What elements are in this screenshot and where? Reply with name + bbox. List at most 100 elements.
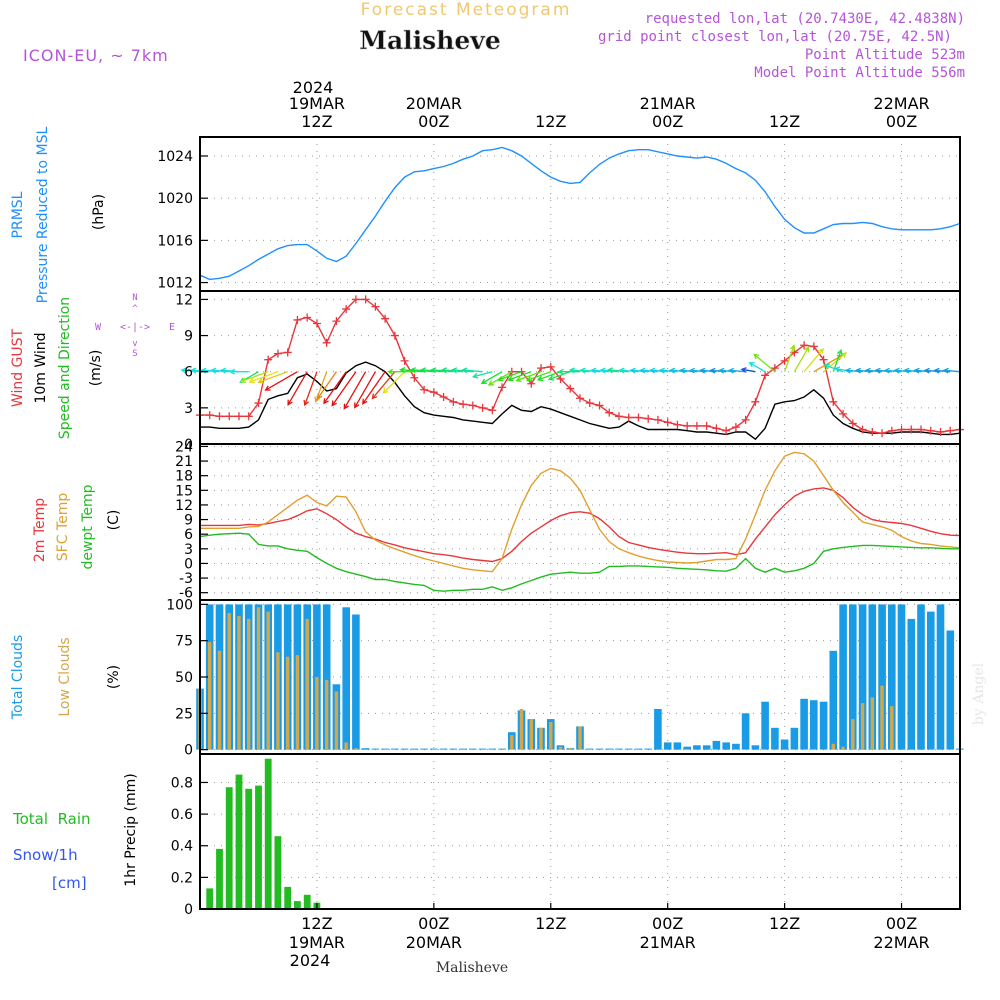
rain-bar	[255, 785, 262, 909]
prmsl-label: PRMSL	[10, 191, 26, 238]
wind-direction-arrow	[699, 367, 717, 374]
total-cloud-bar	[693, 745, 701, 750]
total-cloud-bar	[878, 604, 886, 750]
total-cloud-bar	[897, 604, 906, 750]
top-year-label: 2024	[293, 78, 334, 97]
total-cloud-bar	[810, 700, 818, 750]
total-cloud-bar	[722, 742, 730, 750]
cloud-panel	[196, 604, 964, 750]
total-cloud-bar	[800, 698, 808, 750]
y-tick-label: 0	[184, 902, 193, 918]
gust-marker	[897, 425, 906, 434]
y-tick-label: 50	[175, 670, 193, 686]
gust-marker	[809, 342, 818, 351]
total-cloud-bar	[439, 748, 448, 750]
product-title: Forecast Meteogram	[361, 0, 572, 20]
wind-direction-arrow	[874, 367, 892, 374]
wind-direction-arrow	[387, 368, 415, 375]
total-cloud-bar	[888, 604, 896, 750]
gust-marker	[361, 295, 370, 304]
wind-gust-series	[200, 298, 961, 434]
gust-marker	[293, 315, 302, 324]
low-cloud-bar	[305, 618, 309, 750]
wind-direction-arrow	[883, 367, 902, 374]
total-cloud-bar	[459, 748, 467, 750]
top-time-label: 12Z	[769, 112, 800, 131]
precip-panel	[206, 758, 321, 909]
total-cloud-bar	[946, 630, 955, 750]
low-cloud-bar	[568, 748, 572, 750]
gust-marker	[488, 406, 497, 415]
wind-direction-arrow	[507, 371, 532, 382]
grid-layer	[200, 137, 960, 910]
gust-marker	[858, 425, 867, 434]
gust-marker	[819, 355, 828, 364]
gust-marker	[644, 414, 653, 423]
total-clouds-label: Total Clouds	[10, 635, 26, 720]
wind-direction-arrow	[180, 367, 201, 374]
gust-marker	[449, 397, 458, 406]
low-cloud-bar	[237, 616, 241, 750]
wind-direction-arrow	[679, 367, 697, 374]
rain-bar	[284, 886, 292, 909]
bottom-time-label: 12Z	[535, 914, 566, 933]
gust-marker	[390, 331, 399, 340]
requested-coords: requested lon,lat (20.7430E, 42.4838N)	[645, 11, 965, 27]
cloud-labels: Total Clouds Low Clouds (%)	[10, 635, 122, 720]
y-tick-label: 3	[184, 542, 193, 558]
gust-marker	[234, 412, 243, 421]
low-cloud-bar	[295, 655, 300, 750]
gust-marker	[907, 425, 916, 434]
t2m-series	[200, 487, 961, 563]
y-tick-label: 15	[175, 483, 193, 499]
gust-marker	[244, 412, 253, 421]
rain-bar	[235, 774, 243, 909]
gust-marker	[605, 408, 614, 417]
gust-marker	[887, 426, 896, 435]
wind-direction-arrow	[210, 367, 230, 374]
compass-e-label: E	[169, 322, 175, 333]
gust-marker	[410, 373, 419, 382]
gust-marker	[585, 399, 594, 408]
y-tick-label: 3	[184, 401, 193, 417]
gust-marker	[614, 412, 623, 421]
compass-down-arrow: v	[132, 339, 137, 349]
low-cloud-bar	[286, 656, 290, 750]
bottom-time-label: 21MAR	[640, 933, 696, 952]
gust-marker	[351, 295, 360, 304]
low-cloud-bar	[841, 746, 845, 750]
wind-direction-arrow	[557, 368, 580, 375]
gust-marker	[868, 427, 877, 436]
compass-w-label: W	[95, 322, 102, 333]
wind-direction-arrow	[668, 367, 688, 374]
top-time-label: 22MAR	[873, 94, 929, 113]
gust-marker	[829, 397, 838, 406]
wind-direction-arrow	[548, 371, 571, 381]
wind-direction-arrow	[942, 367, 961, 374]
gust-marker	[800, 341, 809, 350]
gust-marker	[770, 364, 779, 373]
gust-marker	[673, 420, 682, 429]
wind-direction-arrow	[323, 371, 347, 405]
total-cloud-bar	[849, 604, 857, 750]
gust-marker	[663, 418, 672, 427]
gust-marker	[322, 338, 331, 347]
rain-bar	[225, 787, 233, 909]
total-cloud-bar	[790, 727, 799, 750]
gust-marker	[595, 401, 604, 410]
total-cloud-bar	[381, 748, 389, 750]
total-cloud-bar	[420, 748, 428, 750]
total-cloud-bar	[352, 614, 360, 750]
total-cloud-bar	[780, 739, 789, 750]
wind-direction-arrow	[480, 371, 503, 384]
location-title: Malisheve	[359, 26, 500, 55]
y-tick-label: 1024	[157, 149, 193, 165]
low-cloud-bar	[247, 618, 251, 750]
low-cloud-bar	[831, 743, 835, 750]
wind-direction-arrow	[568, 367, 590, 374]
top-time-label: 00Z	[886, 112, 917, 131]
temperature-frame	[199, 443, 961, 601]
total-cloud-bar	[469, 748, 477, 750]
y-tick-label: 18	[175, 469, 193, 485]
